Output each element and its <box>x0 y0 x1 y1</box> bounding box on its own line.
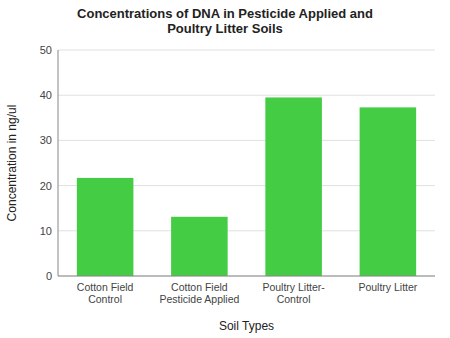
grid-line <box>58 276 435 277</box>
x-tick-label: Cotton FieldControl <box>77 281 134 305</box>
x-axis <box>58 276 435 277</box>
bar <box>77 178 134 276</box>
y-tick-label: 50 <box>40 44 52 56</box>
y-axis-label: Concentration in ng/ul <box>5 105 19 222</box>
bar <box>171 217 228 276</box>
bars <box>77 97 416 276</box>
x-axis-label: Soil Types <box>219 319 274 333</box>
bar <box>360 107 417 276</box>
y-tick-label: 10 <box>40 225 52 237</box>
chart-title: Concentrations of DNA in Pesticide Appli… <box>77 6 373 36</box>
grid-line <box>58 50 435 51</box>
y-tick-label: 30 <box>40 134 52 146</box>
chart-container: Concentrations of DNA in Pesticide Appli… <box>0 0 450 338</box>
chart: Concentrations of DNA in Pesticide Appli… <box>0 0 450 338</box>
bar <box>265 97 322 276</box>
y-axis <box>58 50 59 276</box>
x-tick-label: Poultry Litter <box>358 281 417 293</box>
x-tick-label: Cotton FieldPesticide Applied <box>159 281 239 305</box>
grid-line <box>58 95 435 96</box>
x-tick-label: Poultry Litter-Control <box>262 281 325 305</box>
y-tick-label: 40 <box>40 89 52 101</box>
y-tick-label: 0 <box>46 270 52 282</box>
grid <box>58 50 435 276</box>
y-tick-label: 20 <box>40 180 52 192</box>
